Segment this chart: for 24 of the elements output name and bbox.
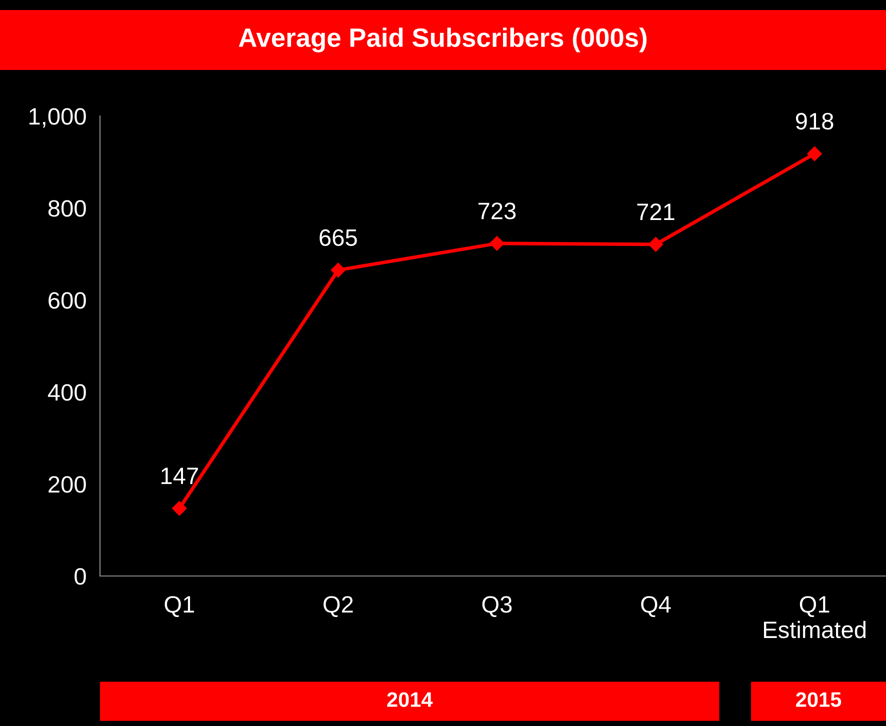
text: 2014 — [387, 692, 433, 707]
point — [490, 236, 504, 251]
text: 2015 — [796, 692, 842, 707]
chart-title: Average Paid Subscribers (000s) — [238, 28, 647, 52]
y-tick-label: 200 — [48, 476, 86, 493]
x-tick-label: Q4 — [641, 596, 671, 618]
data-label: 665 — [320, 229, 357, 246]
x-tick-label: Q2 — [324, 596, 353, 618]
data-label: 721 — [637, 204, 674, 220]
x-tick-label: Q3 — [482, 596, 512, 618]
y-tick-label: 800 — [48, 200, 86, 217]
data-label: 918 — [796, 112, 834, 130]
y-tick-label: 1,000 — [30, 108, 86, 128]
point — [648, 236, 664, 252]
point — [807, 146, 822, 162]
data-label: 723 — [478, 202, 516, 220]
point — [172, 500, 187, 516]
point — [330, 262, 346, 278]
y-tick-label: 0 — [74, 568, 86, 585]
x-tick-label: Q1 — [164, 596, 194, 618]
data-label: 147 — [162, 468, 198, 484]
y-tick-label: 600 — [48, 292, 86, 309]
x-tick-label: Q1 Estimated — [764, 596, 866, 638]
y-tick-label: 400 — [48, 384, 86, 401]
